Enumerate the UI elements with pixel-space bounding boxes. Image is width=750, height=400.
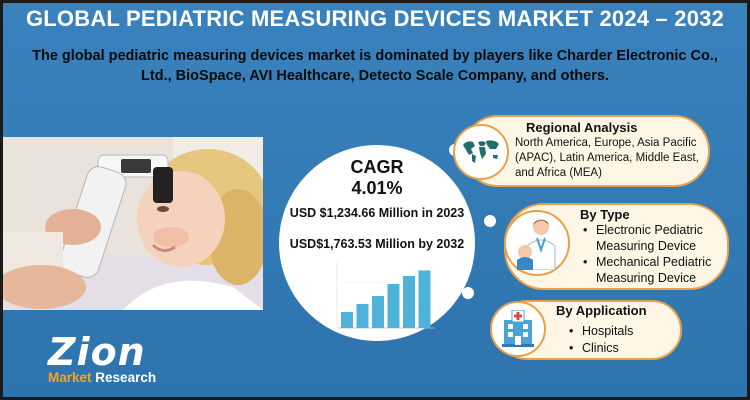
growth-bar-chart (336, 262, 435, 329)
cagr-label: CAGR (350, 157, 404, 177)
by-application-item: Clinics (568, 340, 678, 357)
by-type-list: Electronic Pediatric Measuring Device Me… (582, 222, 722, 286)
doctor-child-icon (517, 219, 556, 270)
chart-bar (403, 276, 415, 328)
chart-bar (341, 312, 353, 328)
market-value-2032: USD$1,763.53 Million by 2032 (289, 237, 465, 251)
by-type-item: Mechanical Pediatric Measuring Device (582, 254, 722, 286)
by-application-title: By Application (556, 303, 647, 318)
page-subtitle: The global pediatric measuring devices m… (32, 48, 718, 84)
zion-market-research-logo: Zion Market Research (48, 330, 178, 392)
connector-dot-application (462, 287, 474, 299)
by-application-list: Hospitals Clinics (568, 323, 678, 357)
logo-tagline-research: Research (95, 370, 157, 385)
regional-text: North America, Europe, Asia Pacific (APA… (515, 137, 699, 179)
child-measurement-photo (3, 137, 263, 310)
logo-name: Zion (48, 330, 146, 374)
chart-bar (356, 304, 369, 328)
market-value-2023: USD $1,234.66 Million in 2023 (289, 206, 465, 220)
chart-bar (418, 270, 431, 328)
logo-tagline-market: Market (48, 370, 92, 385)
chart-bar (387, 284, 400, 328)
chart-bar (372, 296, 384, 328)
world-map-icon (463, 140, 499, 163)
cagr-value: 4.01% (351, 178, 403, 198)
hospital-icon (502, 310, 534, 347)
connector-dot-type (484, 215, 496, 227)
by-application-item: Hospitals (568, 323, 678, 340)
page-title: GLOBAL PEDIATRIC MEASURING DEVICES MARKE… (25, 6, 725, 31)
regional-title: Regional Analysis (526, 120, 638, 135)
by-type-title: By Type (580, 207, 630, 222)
logo-tagline: Market Research (48, 370, 156, 385)
by-type-item: Electronic Pediatric Measuring Device (582, 222, 722, 254)
